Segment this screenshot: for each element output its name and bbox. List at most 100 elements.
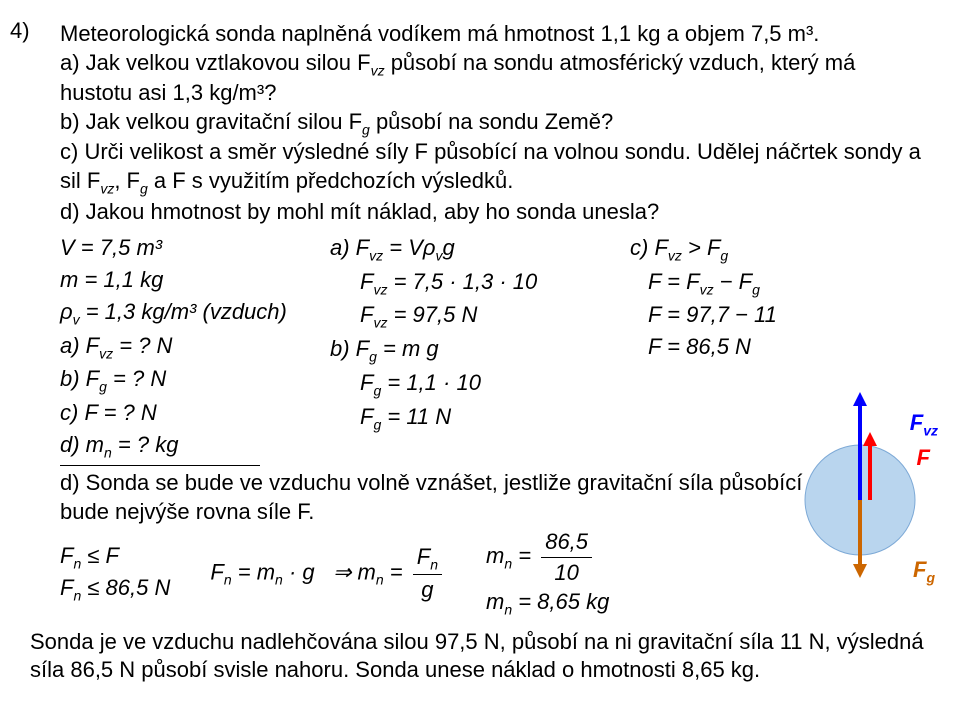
line: b) Fg = m g [330, 333, 630, 367]
t: F [360, 370, 373, 395]
t: = ? N [113, 333, 172, 358]
t: , F [114, 168, 140, 193]
line: m = 1,1 kg [60, 264, 330, 296]
line: F = 86,5 N [630, 331, 830, 363]
line: c) F = ? N [60, 397, 330, 429]
t: = Vρ [383, 235, 435, 260]
sub: g [140, 180, 148, 196]
t: a) F [60, 333, 99, 358]
sub: g [720, 248, 728, 264]
sub: g [752, 281, 760, 297]
part-b-text: b) Jak velkou gravitační silou F [60, 109, 362, 134]
sub: g [369, 349, 377, 365]
line: Fvz = 7,5 · 1,3 · 10 [330, 266, 630, 300]
eq-block-1: Fn ≤ F Fn ≤ 86,5 N [60, 541, 170, 606]
fraction: Fn g [413, 542, 442, 605]
eq-block-2: Fn = mn · g ⇒ mn = Fn g [210, 542, 446, 605]
t: 86,5 [541, 527, 592, 558]
t: a) F [330, 235, 369, 260]
t: F [360, 269, 373, 294]
intro-text: Meteorologická sonda naplněná vodíkem má… [60, 21, 819, 46]
sub: n [376, 571, 384, 587]
t: F [360, 404, 373, 429]
fvz-arrowhead [853, 392, 867, 406]
t: F [913, 557, 926, 582]
line: F = 97,7 − 11 [630, 299, 830, 331]
t: = 7,5 · 1,3 · 10 [387, 269, 537, 294]
sub: n [504, 602, 512, 618]
t: > F [682, 235, 721, 260]
t: ⇒ m [333, 559, 376, 584]
t: − F [714, 269, 753, 294]
sub: v [73, 311, 80, 327]
sub: n [104, 444, 112, 460]
t: F [910, 410, 923, 435]
line: V = 7,5 m³ [60, 232, 330, 264]
line: F = Fvz − Fg [630, 266, 830, 300]
problem-statement: Meteorologická sonda naplněná vodíkem má… [60, 20, 930, 226]
t: F [417, 544, 430, 569]
t: ≤ 86,5 N [81, 575, 170, 600]
fraction: 86,5 10 [541, 527, 592, 587]
t: 10 [541, 558, 592, 588]
t: g [442, 235, 454, 260]
t: = [384, 559, 403, 584]
sub: vz [369, 248, 383, 264]
conclusion-text: Sonda je ve vzduchu nadlehčována silou 9… [30, 628, 930, 685]
eq-block-3: mn = 86,5 10 mn = 8,65 kg [486, 527, 609, 620]
label-f: F [917, 445, 930, 471]
sub: vz [100, 180, 114, 196]
t: c) F [630, 235, 668, 260]
t: ≤ F [81, 543, 119, 568]
t: = ? N [107, 366, 166, 391]
sub: vz [923, 422, 938, 438]
part-d-text: d) Jakou hmotnost by mohl mít náklad, ab… [60, 199, 659, 224]
t: = ? kg [112, 432, 179, 457]
t: = 1,3 kg/m³ (vzduch) [80, 299, 287, 324]
sub: g [99, 379, 107, 395]
part-a-text: a) Jak velkou vztlakovou silou F [60, 50, 371, 75]
t: = [512, 543, 531, 568]
t: d) m [60, 432, 104, 457]
calculations: a) Fvz = Vρvg Fvz = 7,5 · 1,3 · 10 Fvz =… [330, 232, 630, 467]
t: m [486, 543, 504, 568]
t: F = F [648, 269, 700, 294]
force-diagram: Fvz F Fg [790, 390, 930, 590]
given-values: V = 7,5 m³ m = 1,1 kg ρv = 1,3 kg/m³ (vz… [60, 232, 330, 467]
t: m [486, 589, 504, 614]
sub: n [275, 571, 283, 587]
line: Fg = 11 N [330, 401, 630, 435]
line: ρv = 1,3 kg/m³ (vzduch) [60, 296, 330, 330]
t: = 1,1 · 10 [381, 370, 481, 395]
line: b) Fg = ? N [60, 363, 330, 397]
sub: vz [373, 315, 387, 331]
line: a) Fvz = Vρvg [330, 232, 630, 266]
t: = m [232, 559, 275, 584]
sub: g [362, 121, 370, 137]
line: d) mn = ? kg [60, 429, 330, 463]
line: c) Fvz > Fg [630, 232, 830, 266]
t: b) F [330, 336, 369, 361]
sub: vz [371, 62, 385, 78]
t: b) F [60, 366, 99, 391]
part-c-cont: a F s využitím předchozích výsledků. [148, 168, 514, 193]
label-fvz: Fvz [910, 410, 938, 438]
t: ρ [60, 299, 73, 324]
line: Fg = 1,1 · 10 [330, 367, 630, 401]
t: F [210, 559, 223, 584]
problem-number: 4) [10, 18, 30, 44]
t: · g [283, 559, 315, 584]
t: g [413, 575, 442, 605]
line: Fvz = 97,5 N [330, 299, 630, 333]
t: = 97,5 N [387, 302, 477, 327]
t: F [60, 575, 73, 600]
t: = 11 N [381, 404, 451, 429]
line: a) Fvz = ? N [60, 330, 330, 364]
t: = 8,65 kg [512, 589, 609, 614]
sub: vz [99, 345, 113, 361]
sub: g [926, 569, 935, 585]
sub: n [224, 571, 232, 587]
sub: vz [668, 248, 682, 264]
t: F [60, 543, 73, 568]
label-fg: Fg [913, 557, 935, 585]
